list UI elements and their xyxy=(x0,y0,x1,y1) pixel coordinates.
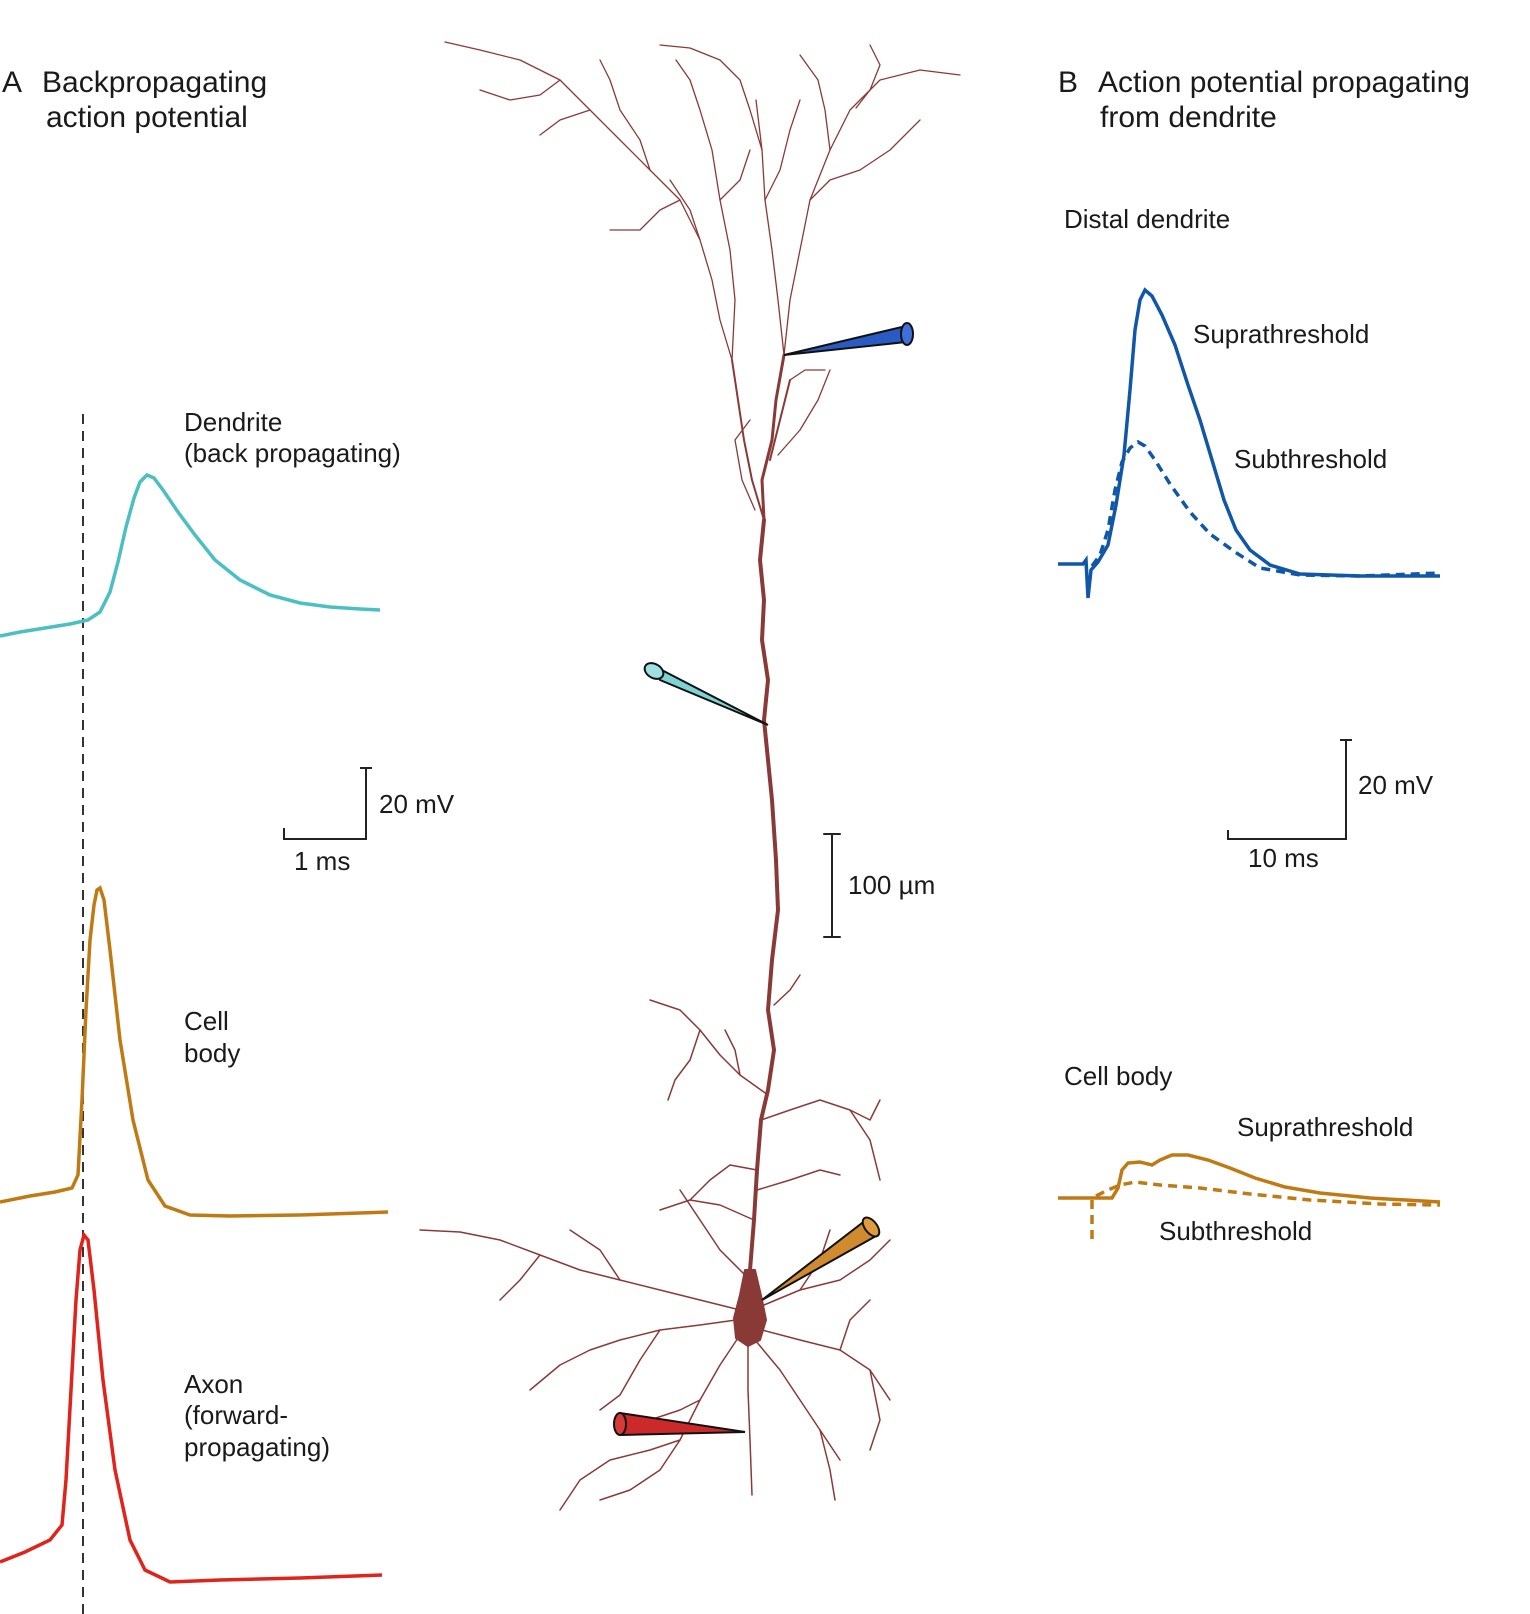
distal-subthreshold-trace xyxy=(1090,439,1441,578)
cell-body-label-line1: Cell xyxy=(184,1006,229,1036)
cell-body-b-heading: Cell body xyxy=(1064,1061,1172,1091)
distal-suprathreshold-trace xyxy=(1058,287,1440,599)
panel-b-letter: B xyxy=(1058,66,1078,99)
axon-label-line3: propagating) xyxy=(184,1432,330,1462)
electrode-cell-body xyxy=(761,1216,881,1301)
cell-body-sub-label: Subthreshold xyxy=(1159,1216,1312,1246)
axon-label-line2: (forward- xyxy=(184,1400,288,1430)
panel-a-letter: A xyxy=(2,66,22,99)
scale-a-voltage: 20 mV xyxy=(379,789,455,819)
electrode-dendrite xyxy=(643,662,769,726)
scale-bar-a: 20 mV 1 ms xyxy=(283,767,455,876)
axon-trace xyxy=(0,1231,383,1584)
panel-b-title-line2: from dendrite xyxy=(1100,101,1277,134)
panel-b-title-line1: Action potential propagating xyxy=(1098,66,1470,99)
panel-a-title-line1: Backpropagating xyxy=(42,66,267,99)
basal-dendrites xyxy=(419,1189,891,1511)
panel-a-title-line2: action potential xyxy=(46,101,248,134)
dendrite-label-line2: (back propagating) xyxy=(184,438,401,468)
cell-body-supra-label: Suprathreshold xyxy=(1237,1112,1413,1142)
neuron-scale-label: 100 µm xyxy=(848,870,935,900)
panel-b: B Action potential propagating from dend… xyxy=(1058,66,1470,1246)
electrode-distal-dendrite xyxy=(783,322,914,356)
scale-bar-b: 20 mV 10 ms xyxy=(1227,739,1434,873)
neuron-scale-bar xyxy=(823,833,841,938)
apical-tuft xyxy=(444,41,961,511)
scale-a-time: 1 ms xyxy=(294,846,350,876)
neuron-illustration xyxy=(419,41,961,1511)
soma xyxy=(733,1269,767,1347)
cell-body-subthreshold-trace xyxy=(1090,1180,1441,1244)
dendrite-label-line1: Dendrite xyxy=(184,407,282,437)
distal-sub-label: Subthreshold xyxy=(1234,444,1387,474)
dendrite-trace xyxy=(0,472,381,638)
axon-label-line1: Axon xyxy=(184,1369,243,1399)
distal-supra-label: Suprathreshold xyxy=(1193,319,1369,349)
oblique-dendrites xyxy=(649,974,881,1221)
apical-trunk xyxy=(748,518,780,1322)
cell-body-trace xyxy=(0,885,389,1218)
panel-a: A Backpropagating action potential Dendr… xyxy=(0,66,455,1614)
scale-b-time: 10 ms xyxy=(1248,843,1319,873)
scale-b-voltage: 20 mV xyxy=(1358,770,1434,800)
electrode-axon xyxy=(613,1411,746,1437)
cell-body-label-line2: body xyxy=(184,1038,240,1068)
distal-dendrite-heading: Distal dendrite xyxy=(1064,204,1230,234)
cell-body-suprathreshold-trace xyxy=(1058,1153,1441,1204)
